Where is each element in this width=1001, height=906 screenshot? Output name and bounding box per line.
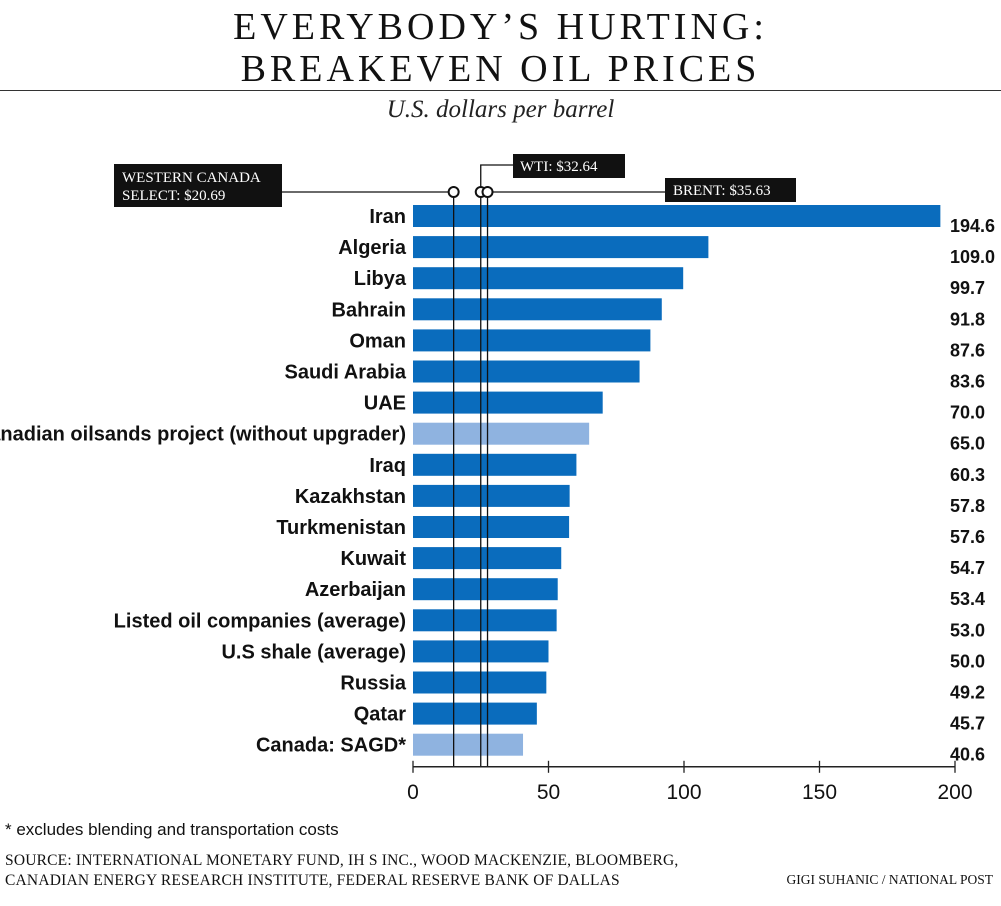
bar (413, 453, 577, 476)
brent-annotation-box (665, 178, 796, 202)
wcs-annotation-value: SELECT: $20.69 (122, 188, 225, 204)
wcs-annotation-label: WESTERN CANADA (122, 170, 261, 186)
bar (413, 733, 524, 756)
title-line-1: EVERYBODY’S HURTING: (233, 6, 768, 48)
x-tick-label: 50 (537, 781, 560, 804)
wti-annotation-label: WTI: $32.64 (520, 159, 598, 175)
value-label: 57.8 (950, 496, 985, 516)
category-label: UAE (364, 393, 406, 415)
title-divider (0, 90, 1001, 91)
category-label: Kazakhstan (295, 486, 406, 508)
category-label: Kuwait (340, 548, 406, 570)
bar (413, 609, 557, 632)
category-label: Iran (369, 206, 406, 228)
x-tick-label: 150 (802, 781, 837, 804)
value-label: 54.7 (950, 558, 985, 578)
title-line-2: BREAKEVEN OIL PRICES (240, 48, 761, 90)
category-label: Libya (354, 268, 407, 290)
wti-annotation-box (513, 154, 625, 178)
value-label: 65.0 (950, 434, 985, 454)
category-label: U.S shale (average) (221, 641, 406, 663)
category-label: Turkmenistan (276, 517, 406, 539)
source-line-2: CANADIAN ENERGY RESEARCH INSTITUTE, FEDE… (5, 872, 620, 889)
value-label: 99.7 (950, 278, 985, 298)
chart-title: EVERYBODY’S HURTING: BREAKEVEN OIL PRICE… (0, 6, 1001, 90)
source-note: SOURCE: INTERNATIONAL MONETARY FUND, IH … (5, 851, 678, 891)
wti-leader-line (480, 164, 513, 187)
bar (413, 516, 570, 538)
bar (413, 702, 537, 725)
category-label: Saudi Arabia (284, 362, 406, 384)
value-label: 49.2 (950, 683, 985, 703)
bar (413, 298, 662, 321)
bar (413, 360, 640, 383)
value-label: 45.7 (950, 714, 985, 734)
value-label: 40.6 (950, 745, 985, 765)
wcs-annotation-box (114, 164, 282, 207)
value-label: 109.0 (950, 247, 995, 267)
bar (413, 484, 570, 507)
value-label: 91.8 (950, 309, 985, 329)
category-label: Canadian oilsands project (without upgra… (0, 424, 406, 446)
bar (413, 422, 590, 445)
category-label: Bahrain (332, 299, 406, 321)
bar (413, 391, 603, 414)
category-label: Azerbaijan (305, 579, 406, 601)
value-label: 53.0 (950, 620, 985, 640)
value-label: 53.4 (950, 589, 985, 609)
category-label: Qatar (354, 704, 406, 726)
value-label: 83.6 (950, 372, 985, 392)
category-label: Canada: SAGD* (256, 735, 406, 757)
reference-marker (481, 186, 494, 198)
category-label: Listed oil companies (average) (114, 610, 406, 632)
category-label: Algeria (338, 237, 407, 259)
value-label: 57.6 (950, 527, 985, 547)
value-label: 50.0 (950, 651, 985, 671)
x-tick-label: 100 (666, 781, 701, 804)
category-label: Russia (340, 673, 406, 695)
source-line-1: SOURCE: INTERNATIONAL MONETARY FUND, IH … (5, 852, 679, 869)
category-label: Oman (349, 330, 406, 352)
credit-line: GIGI SUHANIC / NATIONAL POST (786, 872, 994, 887)
value-label: 87.6 (950, 340, 985, 360)
bar (413, 236, 709, 259)
bar (413, 578, 558, 601)
category-label: Iraq (369, 455, 406, 477)
reference-marker (447, 186, 460, 198)
footnote: * excludes blending and transportation c… (5, 820, 339, 839)
brent-annotation-label: BRENT: $35.63 (673, 183, 771, 199)
bar (413, 205, 941, 227)
x-tick-label: 0 (407, 781, 419, 804)
value-label: 70.0 (950, 403, 985, 423)
value-label: 194.6 (950, 216, 995, 236)
x-tick-label: 200 (937, 781, 972, 804)
chart-subtitle: U.S. dollars per barrel (386, 96, 615, 123)
value-label: 60.3 (950, 465, 985, 485)
bar-chart: Iran 194.6 Algeria 109.0 Libya 99.7 Bahrain 91.… (0, 154, 995, 804)
bar (413, 329, 651, 352)
bar (413, 671, 547, 694)
